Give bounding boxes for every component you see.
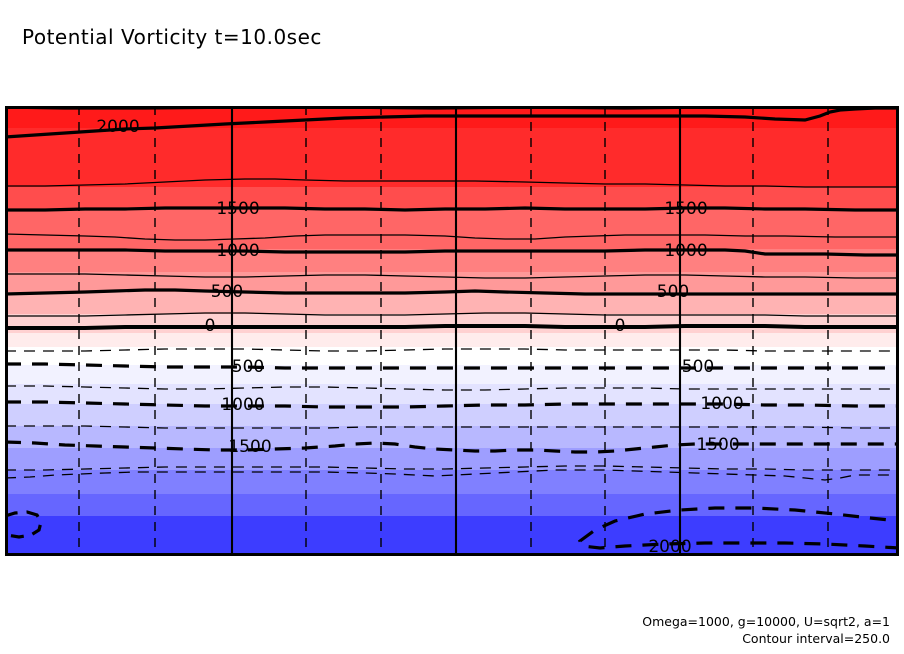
contour-neg1750-b <box>5 465 899 471</box>
footer-interval: Contour interval=250.0 <box>742 631 890 646</box>
contour-plot: 2000 1500 1000 500 0 500 1000 1500 2000 … <box>5 106 899 556</box>
contour-label-neg1500: 1500 <box>228 437 272 457</box>
fill-band <box>5 333 899 347</box>
contour-label-1500: 1500 <box>216 199 260 219</box>
contour-neg250 <box>5 348 899 352</box>
contour-neg500 <box>5 362 899 370</box>
contour-neg1250 <box>5 425 899 429</box>
footer-annotations: Omega=1000, g=10000, U=sqrt2, a=1 Contou… <box>642 613 890 647</box>
fill-band <box>5 470 899 494</box>
contour-250 <box>5 312 899 317</box>
fill-band <box>5 516 899 556</box>
footer-params: Omega=1000, g=10000, U=sqrt2, a=1 <box>642 614 890 629</box>
contour-2000 <box>5 106 899 139</box>
fill-band <box>5 128 899 187</box>
contour-1250 <box>5 233 899 241</box>
fill-band <box>5 292 899 314</box>
contour-label-neg500-right: 500 <box>681 357 715 377</box>
contour-neg2000-blob <box>5 510 43 539</box>
fill-band <box>5 209 899 249</box>
contour-1000 <box>5 248 899 257</box>
fill-band <box>5 347 899 365</box>
contour-label-1000-right: 1000 <box>664 241 708 261</box>
fill-band <box>5 494 899 516</box>
contour-label-0-right: 0 <box>614 316 626 336</box>
contour-2250 <box>5 106 899 110</box>
contour-500 <box>5 288 899 296</box>
contour-lines-layer <box>5 106 899 556</box>
contour-label-500-right: 500 <box>656 282 690 302</box>
contour-label-500: 500 <box>210 282 244 302</box>
contour-label-neg500: 500 <box>231 357 265 377</box>
contour-label-0: 0 <box>204 316 216 336</box>
contour-neg1750 <box>5 469 899 481</box>
contour-neg750 <box>5 385 899 391</box>
contour-0 <box>5 324 899 330</box>
contour-label-neg1500-right: 1500 <box>696 435 740 455</box>
contour-neg1500 <box>5 440 899 454</box>
fill-band <box>5 365 899 384</box>
contour-label-1000: 1000 <box>216 241 260 261</box>
page-title: Potential Vorticity t=10.0sec <box>22 25 322 49</box>
gridline-vertical-dashed <box>78 106 829 556</box>
contour-label-neg1000: 1000 <box>221 395 265 415</box>
contour-label-2000: 2000 <box>96 117 140 137</box>
fill-band <box>5 426 899 448</box>
fill-band <box>5 448 899 470</box>
contour-1750 <box>5 178 899 188</box>
contour-label-neg1000-right: 1000 <box>700 394 744 414</box>
contour-750 <box>5 273 899 279</box>
contour-label-neg2000: 2000 <box>648 537 692 556</box>
contour-1500 <box>5 206 899 212</box>
fill-band <box>5 249 899 272</box>
fill-band <box>5 404 899 426</box>
contour-neg2000-lens <box>577 506 899 550</box>
contour-neg1000 <box>5 400 899 409</box>
fill-band <box>5 187 899 209</box>
contour-label-1500-right: 1500 <box>664 199 708 219</box>
gridline-vertical-solid <box>230 106 682 556</box>
